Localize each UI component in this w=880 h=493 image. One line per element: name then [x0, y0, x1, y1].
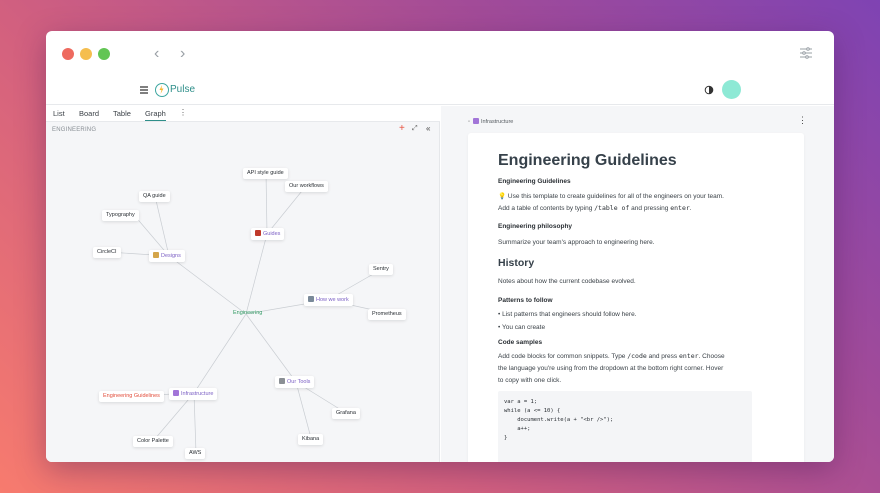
- doc-intro-line-2: Add a table of contents by typing /table…: [498, 204, 692, 212]
- code-block[interactable]: var a = 1; while (a <= 10) { document.wr…: [498, 391, 752, 462]
- designs-icon: [153, 252, 159, 258]
- doc-intro-line-1: 💡 Use this template to create guidelines…: [498, 193, 724, 200]
- graph-node-infrastructure[interactable]: Infrastructure: [169, 388, 218, 400]
- graph-node-prometheus[interactable]: Prometheus: [368, 309, 406, 320]
- graph-node-engineering-guidelines[interactable]: Engineering Guidelines: [99, 391, 164, 402]
- graph-node-sentry[interactable]: Sentry: [369, 264, 393, 275]
- code-line: a++;: [504, 426, 531, 432]
- tabs-more-icon[interactable]: ⋮: [179, 108, 187, 117]
- graph-node-api-style-guide[interactable]: API style guide: [243, 168, 288, 179]
- app-window: ‹ › Pulse List B: [46, 31, 834, 462]
- code-samples-text-3: to copy with one click.: [498, 377, 562, 384]
- document-panel: ▫ Infrastructure ⋮ Engineering Guidelines…: [441, 106, 834, 462]
- graph-node-designs[interactable]: Designs: [149, 250, 185, 262]
- patterns-heading: Patterns to follow: [498, 297, 553, 304]
- doc-subheading: Engineering Guidelines: [498, 178, 571, 185]
- infrastructure-icon: [472, 118, 479, 124]
- app-name: Pulse: [170, 84, 196, 95]
- patterns-item: • List patterns that engineers should fo…: [498, 311, 637, 318]
- code-samples-text-1: Add code blocks for common snippets. Typ…: [498, 352, 725, 360]
- graph-node-how-we-work[interactable]: How we work: [304, 294, 353, 306]
- graph-node-circleci[interactable]: CircleCI: [93, 247, 121, 258]
- graph-node-grafana[interactable]: Grafana: [332, 408, 360, 419]
- page-title: Engineering Guidelines: [498, 152, 677, 169]
- graph-node-kibana[interactable]: Kibana: [298, 434, 324, 445]
- code-line: var a = 1;: [504, 399, 538, 405]
- code-samples-text-2: the language you're using from the dropd…: [498, 365, 724, 372]
- graph-panel: List Board Table Graph ⋮ ENGINEERING + ⤢…: [46, 106, 440, 462]
- document-more-icon[interactable]: ⋮: [798, 115, 807, 125]
- code-line: }: [504, 435, 508, 441]
- book-icon: [255, 230, 261, 236]
- add-node-icon[interactable]: +: [399, 123, 405, 134]
- philosophy-heading: Engineering philosophy: [498, 223, 573, 230]
- history-heading: History: [498, 257, 535, 269]
- title-bar: ‹ ›: [46, 31, 834, 77]
- graph-node-aws[interactable]: AWS: [185, 448, 206, 459]
- back-icon[interactable]: ‹: [154, 45, 160, 62]
- tab-table[interactable]: Table: [113, 109, 131, 118]
- code-line: document.write(a + "<br />");: [504, 417, 614, 423]
- menu-icon[interactable]: [139, 85, 149, 95]
- maximize-window-button[interactable]: [98, 48, 110, 60]
- view-tabs: List Board Table Graph ⋮: [46, 106, 440, 122]
- graph-node-color-palette[interactable]: Color Palette: [133, 436, 173, 447]
- theme-toggle-icon[interactable]: [704, 85, 714, 95]
- collapse-panel-icon[interactable]: «: [426, 124, 431, 133]
- user-avatar[interactable]: [722, 80, 741, 99]
- graph-node-our-tools[interactable]: Our Tools: [275, 376, 315, 388]
- forward-icon[interactable]: ›: [180, 45, 186, 62]
- graph-node-our-workflows[interactable]: Our workflows: [285, 181, 328, 192]
- wrench-icon: [308, 296, 314, 302]
- graph-node-engineering[interactable]: Engineering: [233, 310, 263, 316]
- tab-list[interactable]: List: [53, 109, 65, 118]
- graph-node-guides[interactable]: Guides: [251, 228, 285, 240]
- document-page: Engineering Guidelines Engineering Guide…: [468, 133, 804, 462]
- history-text: Notes about how the current codebase evo…: [498, 278, 636, 285]
- infrastructure-icon: [173, 390, 179, 396]
- patterns-item: • You can create: [498, 324, 546, 331]
- tab-graph[interactable]: Graph: [145, 109, 166, 121]
- minimize-window-button[interactable]: [80, 48, 92, 60]
- expand-icon[interactable]: ⤢: [412, 125, 418, 132]
- breadcrumb[interactable]: ▫ Infrastructure: [468, 118, 514, 125]
- code-line: while (a <= 10) {: [504, 408, 561, 414]
- page-icon: ▫: [468, 119, 470, 125]
- graph-node-typography[interactable]: Typography: [102, 210, 139, 221]
- philosophy-text: Summarize your team's approach to engine…: [498, 239, 655, 246]
- settings-sliders-icon[interactable]: [800, 47, 812, 59]
- tab-board[interactable]: Board: [79, 109, 100, 118]
- tools-icon: [279, 378, 285, 384]
- graph-section-label: ENGINEERING: [52, 127, 97, 133]
- app-header: Pulse: [46, 77, 834, 105]
- code-samples-heading: Code samples: [498, 339, 543, 346]
- graph-node-qa-guide[interactable]: QA guide: [139, 191, 170, 202]
- close-window-button[interactable]: [62, 48, 74, 60]
- pulse-logo-icon: [155, 83, 169, 97]
